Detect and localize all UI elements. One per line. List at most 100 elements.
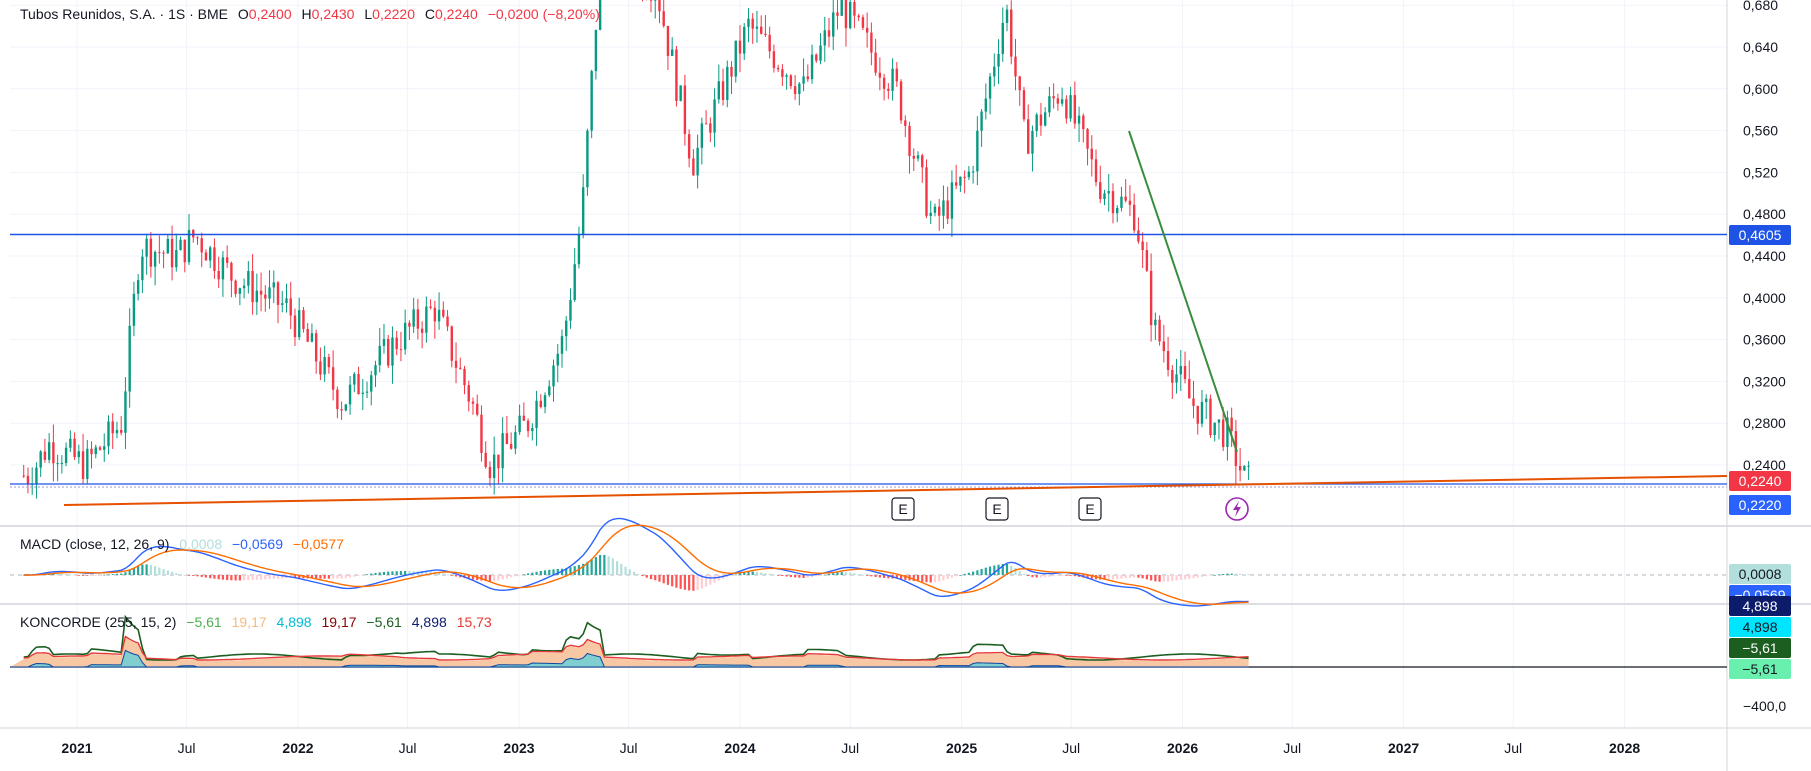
candle-body [772,51,776,68]
macd-histogram-bar [840,572,843,575]
macd-histogram-bar [649,575,653,580]
candle-body [471,401,475,404]
candle-body [145,238,148,257]
macd-histogram-bar [730,575,733,576]
macd-histogram-bar [645,575,648,578]
candle-body [276,282,280,305]
candle-body [115,429,119,434]
macd-histogram-bar [450,575,453,576]
candle-body [488,466,492,479]
macd-histogram-bar [77,575,80,576]
macd-histogram-bar [857,574,860,575]
macd-histogram-bar [832,573,835,575]
candle-body [293,315,297,338]
candle-body [938,206,941,216]
candle-body [64,447,68,464]
candle-body [798,83,801,94]
macd-histogram-bar [1145,575,1148,580]
candle-body [586,130,589,188]
candle-body [1179,365,1182,375]
candle-body [484,452,487,467]
orange-trendline[interactable] [63,475,1728,506]
time-axis-label: 2027 [1388,740,1419,756]
koncorde-value: 19,17 [321,614,357,630]
macd-histogram-bar [230,575,233,581]
green-trendline[interactable] [1128,130,1238,453]
macd-histogram-bar [213,575,216,579]
candle-body [1048,96,1051,113]
candle-body [726,66,729,100]
candle-body [149,238,153,267]
candle-body [281,303,284,305]
candle-body [925,167,928,216]
time-axis-label: Jul [841,740,859,756]
time-axis-label: Jul [620,740,638,756]
macd-histogram-bar [344,575,347,579]
candle-body [806,76,810,80]
candle-body [895,68,899,82]
candle-body [238,288,242,294]
candle-body [848,2,852,29]
candle-body [1060,99,1064,104]
candle-body [242,285,246,289]
candle-body [247,271,250,286]
main-legend: Tubos Reunidos, S.A. · 1S · BME O0,2400 … [20,6,606,22]
koncorde-title[interactable]: KONCORDE (255, 15, 2) [20,614,177,630]
lightning-event-icon[interactable] [1225,497,1249,521]
macd-histogram-bar [1234,573,1237,575]
koncorde-value: −5,61 [186,614,222,630]
koncorde-axis-label: −400,0 [1743,698,1786,714]
candle-body [1065,99,1068,119]
macd-histogram-bar [637,574,640,575]
candle-body [840,0,843,16]
macd-title[interactable]: MACD (close, 12, 26, 9) [20,536,170,552]
macd-histogram-bar [823,574,826,576]
earnings-marker[interactable]: E [891,497,915,521]
candle-body [43,451,47,460]
macd-histogram-bar [387,571,390,575]
macd-histogram-bar [132,568,136,575]
candle-body [22,475,25,477]
candle-body [581,187,585,235]
macd-histogram-bar [1111,575,1115,580]
open-value: 0,2400 [248,6,292,22]
macd-histogram-bar [590,559,593,575]
symbol-title[interactable]: Tubos Reunidos, S.A. · 1S · BME [20,6,229,22]
macd-histogram-bar [552,569,555,575]
macd-histogram-bar [764,573,767,575]
earnings-marker[interactable]: E [1078,497,1102,521]
time-axis-label: 2025 [946,740,977,756]
candle-body [1196,405,1199,424]
candle-body [827,30,831,37]
earnings-marker[interactable]: E [985,497,1009,521]
candle-body [1043,112,1047,126]
candle-body [675,49,678,101]
macd-histogram-bar [793,575,797,578]
candle-body [387,338,390,366]
time-axis[interactable]: 2021 Jul 2022 Jul 2023 Jul 2024 Jul 2025 Jul 2026 J… [61,740,1640,756]
candle-body [1200,401,1204,424]
candle-body [976,130,979,172]
candle-body [217,270,220,280]
price-tag [1729,225,1791,245]
price-tag-text: 0,4605 [1739,227,1782,243]
candle-body [162,252,165,254]
candle-body [988,76,992,99]
macd-histogram-bar [1052,575,1055,577]
candle-body [984,98,988,112]
macd-histogram-bar [480,575,483,581]
candle-body [743,26,746,54]
candle-body [882,77,886,89]
candle-body [361,392,364,395]
candle-body [514,432,517,449]
macd-histogram-bar [662,575,665,584]
koncorde-value: 19,17 [231,614,267,630]
macd-histogram-bar [1171,575,1174,582]
price-axis[interactable]: 0,680 0,640 0,600 0,560 0,520 0,4800 0,4400 0,4… [1743,0,1786,714]
macd-histogram-bar [844,572,848,575]
macd-tag [1729,564,1791,584]
candle-body [683,85,687,135]
macd-histogram-bar [86,575,89,576]
macd-histogram-bar [154,566,157,575]
